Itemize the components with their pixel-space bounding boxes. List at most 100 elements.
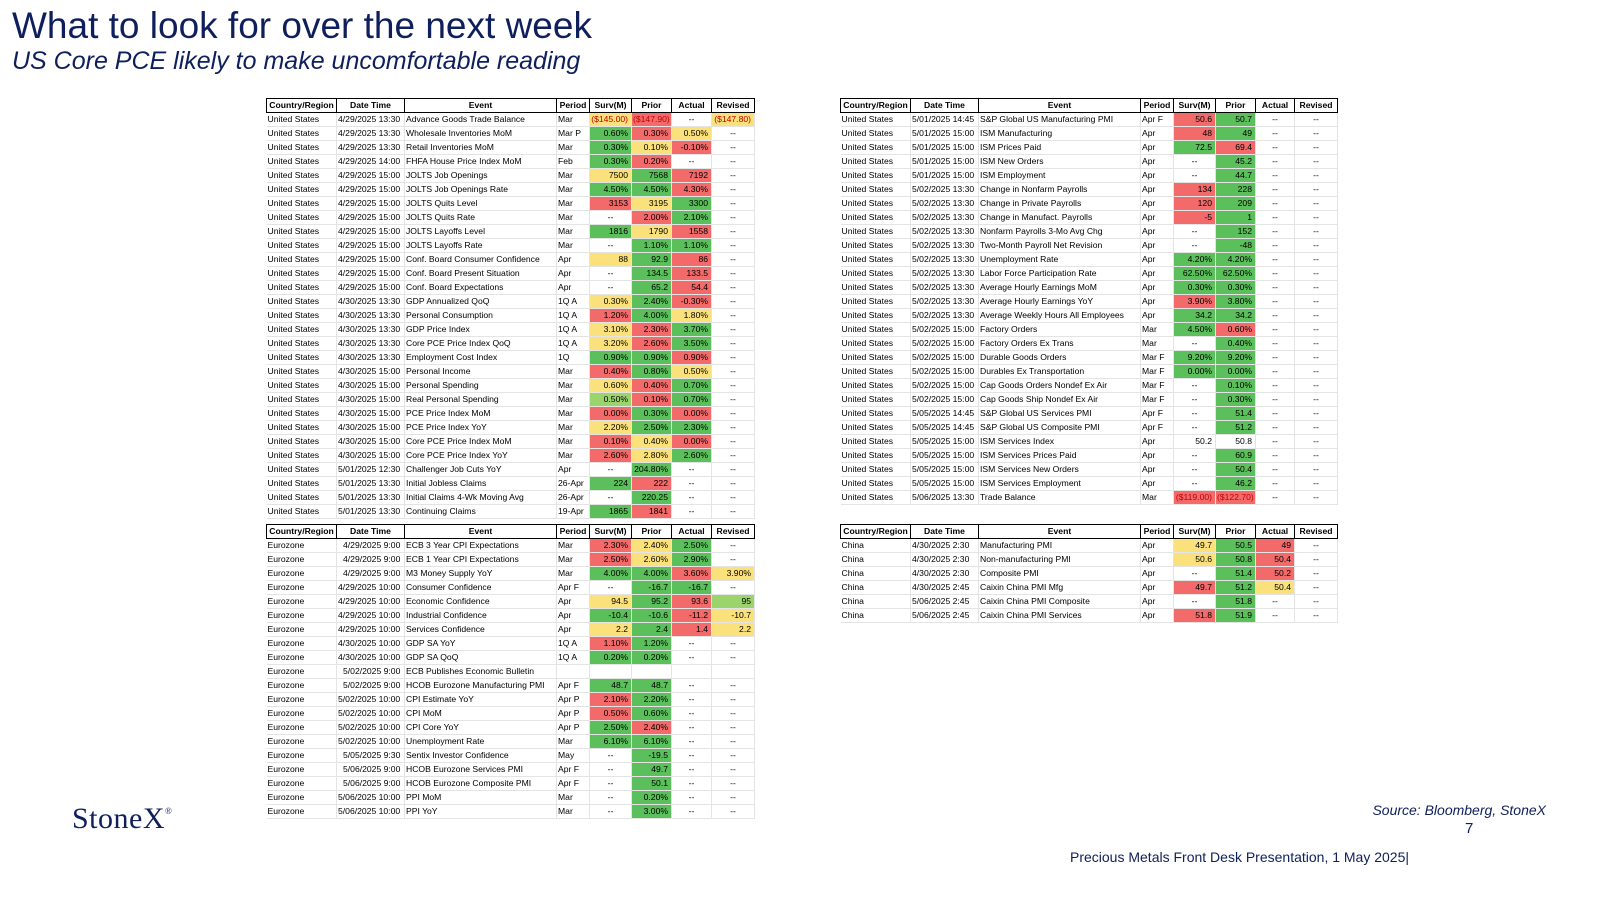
column-header: Actual — [671, 98, 712, 113]
event-cell: JOLTS Quits Rate — [404, 210, 557, 225]
survey-cell: -- — [589, 776, 632, 791]
prior-cell: 228 — [1215, 182, 1256, 197]
event-cell: PPI YoY — [404, 804, 557, 819]
table-row: United States 4/29/2025 14:00 FHFA House P… — [266, 154, 755, 169]
period-cell: Mar F — [1140, 364, 1174, 379]
survey-cell: -- — [1173, 406, 1216, 421]
revised-cell — [711, 664, 755, 679]
column-header: Surv(M) — [589, 524, 632, 539]
prior-cell: 0.80% — [631, 364, 672, 379]
period-cell: Apr F — [1140, 420, 1174, 435]
period-cell: Mar — [556, 364, 590, 379]
prior-cell: 3195 — [631, 196, 672, 211]
period-cell: Mar — [556, 790, 590, 805]
prior-cell: 0.10% — [631, 140, 672, 155]
datetime-cell: 5/05/2025 15:00 — [910, 476, 979, 491]
table-row: Eurozone 4/29/2025 10:00 Consumer Confiden… — [266, 580, 755, 595]
prior-cell: 92.9 — [631, 252, 672, 267]
survey-cell: 72.5 — [1173, 140, 1216, 155]
event-cell: Factory Orders Ex Trans — [978, 336, 1141, 351]
revised-cell: -- — [711, 182, 755, 197]
period-cell: Mar — [556, 378, 590, 393]
event-cell: Change in Nonfarm Payrolls — [978, 182, 1141, 197]
event-cell: FHFA House Price Index MoM — [404, 154, 557, 169]
prior-cell: 50.5 — [1215, 538, 1256, 553]
datetime-cell: 5/06/2025 10:00 — [336, 790, 405, 805]
country-cell: United States — [266, 420, 337, 435]
period-cell: Mar — [556, 196, 590, 211]
actual-cell: 1.10% — [671, 238, 712, 253]
period-cell: Apr — [556, 594, 590, 609]
country-cell: United States — [840, 294, 911, 309]
event-cell: Average Hourly Earnings MoM — [978, 280, 1141, 295]
actual-cell: -- — [1255, 210, 1295, 225]
actual-cell: -- — [1255, 266, 1295, 281]
survey-cell: ($119.00) — [1173, 490, 1216, 505]
table-row: United States 4/29/2025 15:00 JOLTS Quits … — [266, 196, 755, 211]
period-cell: Apr F — [556, 678, 590, 693]
country-cell: United States — [266, 224, 337, 239]
survey-cell: 2.10% — [589, 692, 632, 707]
table-row: United States 5/02/2025 13:30 Unemployment… — [840, 252, 1338, 267]
column-header: Prior — [1215, 524, 1256, 539]
survey-cell: 0.30% — [589, 294, 632, 309]
datetime-cell: 4/30/2025 13:30 — [336, 322, 405, 337]
country-cell: United States — [840, 112, 911, 127]
table-row: United States 5/02/2025 15:00 Durables Ex … — [840, 364, 1338, 379]
event-cell: JOLTS Layoffs Level — [404, 224, 557, 239]
datetime-cell: 4/29/2025 15:00 — [336, 238, 405, 253]
actual-cell: 2.90% — [671, 552, 712, 567]
datetime-cell: 5/05/2025 14:45 — [910, 420, 979, 435]
survey-cell: 0.10% — [589, 434, 632, 449]
column-header: Prior — [631, 524, 672, 539]
actual-cell: 1.4 — [671, 622, 712, 637]
event-cell: Initial Jobless Claims — [404, 476, 557, 491]
actual-cell: -- — [1255, 196, 1295, 211]
survey-cell: 0.60% — [589, 126, 632, 141]
datetime-cell: 5/02/2025 15:00 — [910, 350, 979, 365]
column-header: Period — [556, 98, 590, 113]
event-cell: JOLTS Job Openings — [404, 168, 557, 183]
prior-cell: 0.40% — [631, 434, 672, 449]
table-row: Eurozone 5/02/2025 10:00 CPI MoM Apr P 0.50%… — [266, 706, 755, 721]
datetime-cell: 4/30/2025 15:00 — [336, 364, 405, 379]
actual-cell: -- — [671, 504, 712, 519]
prior-cell: 1 — [1215, 210, 1256, 225]
country-cell: United States — [840, 448, 911, 463]
revised-cell: -- — [1294, 490, 1338, 505]
prior-cell: 9.20% — [1215, 350, 1256, 365]
event-cell: Unemployment Rate — [978, 252, 1141, 267]
country-cell: United States — [840, 196, 911, 211]
actual-cell: -- — [1255, 168, 1295, 183]
table-row: United States 4/29/2025 15:00 Conf. Board … — [266, 280, 755, 295]
period-cell: Apr — [1140, 538, 1174, 553]
actual-cell: 0.00% — [671, 434, 712, 449]
country-cell: Eurozone — [266, 748, 337, 763]
country-cell: United States — [840, 336, 911, 351]
country-cell: Eurozone — [266, 776, 337, 791]
period-cell: 1Q — [556, 350, 590, 365]
survey-cell: 94.5 — [589, 594, 632, 609]
period-cell: Apr — [1140, 182, 1174, 197]
table-row: United States 4/29/2025 15:00 Conf. Board … — [266, 266, 755, 281]
event-cell: GDP SA QoQ — [404, 650, 557, 665]
datetime-cell: 5/01/2025 13:30 — [336, 476, 405, 491]
period-cell: Apr P — [556, 692, 590, 707]
datetime-cell: 5/02/2025 13:30 — [910, 238, 979, 253]
country-cell: Eurozone — [266, 664, 337, 679]
survey-cell: -- — [1173, 154, 1216, 169]
revised-cell: -- — [1294, 112, 1338, 127]
actual-cell: -- — [671, 678, 712, 693]
table-row: United States 4/30/2025 15:00 PCE Price In… — [266, 406, 755, 421]
revised-cell: -- — [711, 168, 755, 183]
country-cell: Eurozone — [266, 538, 337, 553]
actual-cell: -- — [671, 804, 712, 819]
period-cell: Mar — [556, 734, 590, 749]
prior-cell: -16.7 — [631, 580, 672, 595]
actual-cell: -- — [1255, 608, 1295, 623]
table-row: United States 5/01/2025 15:00 ISM Employme… — [840, 168, 1338, 183]
prior-cell: 2.80% — [631, 448, 672, 463]
period-cell: Apr — [556, 280, 590, 295]
revised-cell: -- — [1294, 448, 1338, 463]
actual-cell: -0.30% — [671, 294, 712, 309]
